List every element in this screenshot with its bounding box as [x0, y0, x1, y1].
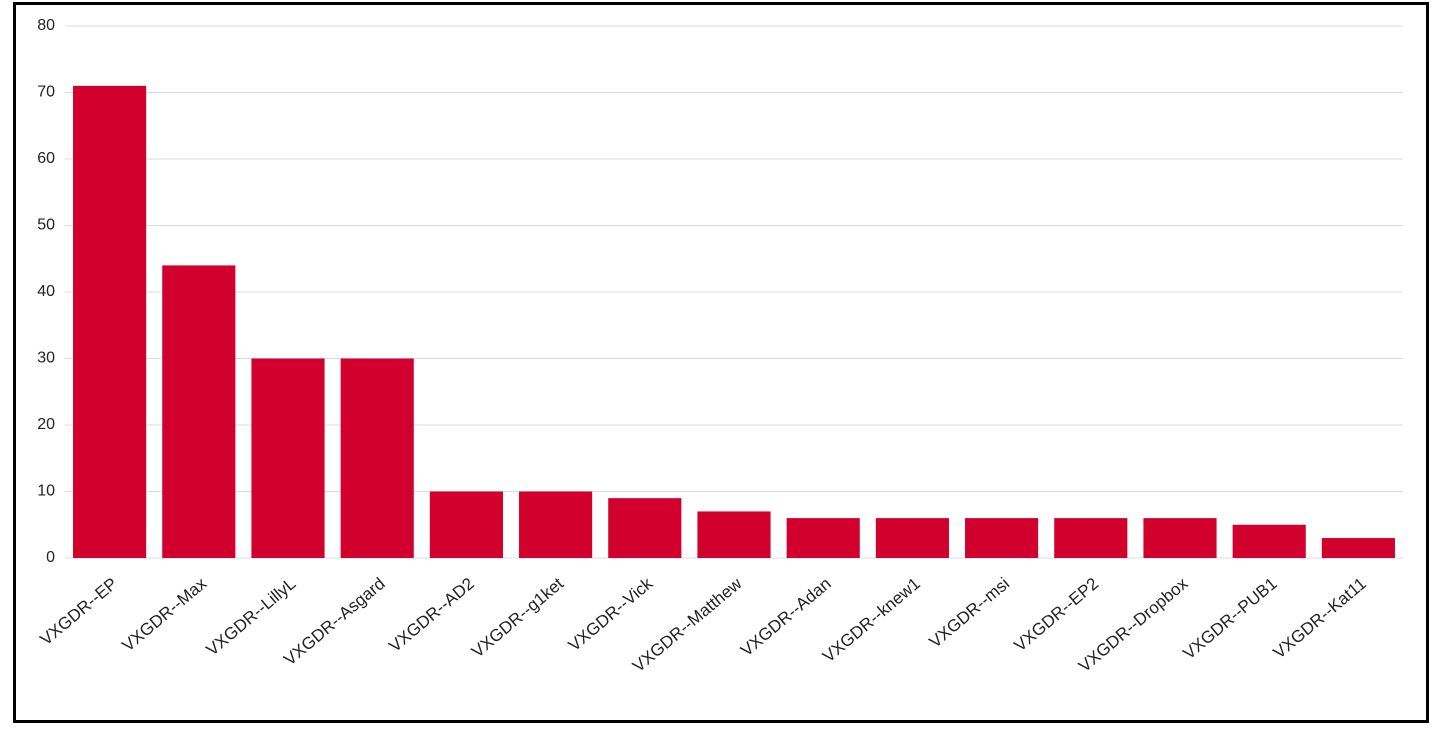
bar: [1054, 518, 1128, 558]
y-tick-label: 0: [46, 549, 55, 566]
y-tick-label: 50: [37, 217, 55, 234]
bar: [340, 358, 414, 558]
y-tick-label: 60: [37, 150, 55, 167]
bar: [697, 511, 771, 558]
y-tick-label: 80: [37, 17, 55, 34]
bar: [1321, 538, 1395, 558]
bar: [251, 358, 325, 558]
bar: [519, 491, 593, 558]
y-tick-label: 10: [37, 483, 55, 500]
bar: [73, 85, 147, 558]
bar: [875, 518, 949, 558]
y-tick-label: 70: [37, 84, 55, 101]
y-tick-label: 40: [37, 283, 55, 300]
bar: [1232, 524, 1306, 558]
bar: [608, 498, 682, 558]
bar: [965, 518, 1039, 558]
bar: [786, 518, 860, 558]
frame: [13, 2, 1429, 723]
bar: [429, 491, 503, 558]
y-tick-label: 20: [37, 416, 55, 433]
y-tick-label: 30: [37, 350, 55, 367]
bar: [162, 265, 236, 558]
bar: [1143, 518, 1217, 558]
